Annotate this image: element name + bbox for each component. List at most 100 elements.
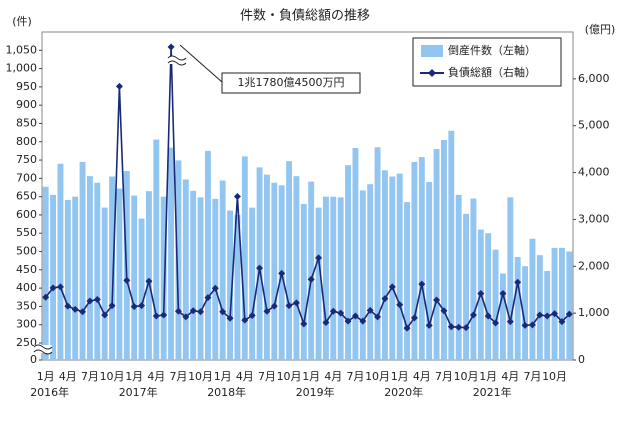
point [492, 319, 500, 327]
y-tick-label: 950 [16, 80, 37, 93]
x-tick-label: 1月 [302, 370, 320, 383]
point [219, 308, 227, 316]
line [45, 46, 570, 330]
point [49, 284, 57, 292]
bar [212, 198, 219, 360]
bar [440, 139, 447, 360]
point [551, 310, 559, 318]
marks: 0 250 300 350 400 450 500 550 600 650 700 750 800 850… [6, 43, 610, 399]
point [79, 308, 87, 316]
y-tick-label: 250 [16, 336, 37, 349]
year-label: 2020年 [384, 385, 423, 399]
point [86, 297, 94, 305]
x-tick-label: 7月 [258, 370, 276, 383]
x-tick-label: 7月 [523, 370, 541, 383]
x-tick-label: 10月 [365, 370, 390, 383]
x-tick-label: 7月 [435, 370, 453, 383]
y-tick-label: 900 [16, 98, 37, 111]
point [233, 192, 241, 200]
bar [529, 238, 536, 360]
bar [271, 182, 278, 360]
point [433, 296, 441, 304]
bar [308, 181, 315, 360]
point [285, 302, 293, 310]
x-tick-label: 10月 [277, 370, 302, 383]
point [455, 323, 463, 331]
point [211, 284, 219, 292]
point [204, 294, 212, 302]
point [344, 317, 352, 325]
y2-tick-label: 4,000 [578, 166, 610, 179]
point [300, 320, 308, 328]
spike-break [167, 55, 187, 66]
point [160, 311, 168, 319]
bar [160, 196, 167, 360]
bar [470, 198, 477, 360]
point [514, 278, 522, 286]
y-tick-label: 350 [16, 299, 37, 312]
point [270, 302, 278, 310]
legend-label: 負債総額（右軸） [448, 65, 536, 79]
bar [374, 147, 381, 360]
point [145, 277, 153, 285]
y-tick-label: 300 [16, 318, 37, 331]
point [396, 301, 404, 309]
bar [72, 196, 79, 360]
y-tick-label: 600 [16, 208, 37, 221]
y2-tick-label: 0 [578, 353, 585, 366]
bar [455, 194, 462, 360]
point [71, 305, 79, 313]
x-tick-label: 10月 [100, 370, 125, 383]
y-tick-label: 500 [16, 245, 37, 258]
bar [485, 233, 492, 360]
bar [234, 214, 241, 360]
annotation-leader [179, 44, 223, 83]
point [337, 309, 345, 317]
bar [94, 182, 101, 360]
point [152, 312, 160, 320]
point [322, 319, 330, 327]
y2-tick-label: 1,000 [578, 306, 610, 319]
bar [219, 180, 226, 360]
point [315, 254, 323, 262]
y-tick-label: 400 [16, 281, 37, 294]
y-tick-label: 0 [30, 353, 37, 366]
point [115, 82, 123, 90]
point [565, 310, 573, 318]
x-tick-label: 7月 [169, 370, 187, 383]
point [536, 311, 544, 319]
bar [367, 184, 374, 360]
bar [499, 273, 506, 360]
point [278, 269, 286, 277]
bar [138, 218, 145, 360]
bar [190, 190, 197, 360]
bar [131, 195, 138, 360]
bar [50, 194, 57, 360]
bar [404, 202, 411, 360]
bar [227, 210, 234, 360]
bar [463, 213, 470, 360]
bar [64, 199, 71, 360]
year-label: 2018年 [207, 385, 246, 399]
legend-label: 倒産件数（左軸） [448, 43, 536, 57]
plot-frame [41, 31, 574, 361]
point [366, 306, 374, 314]
point [256, 264, 264, 272]
y-tick-label: 1,050 [6, 43, 38, 56]
bar [411, 161, 418, 360]
point [123, 276, 131, 284]
x-tick-label: 4月 [501, 370, 519, 383]
point [182, 313, 190, 321]
x-tick-label: 10月 [188, 370, 213, 383]
bar [86, 176, 93, 360]
bar [345, 165, 352, 360]
point [189, 307, 197, 315]
y-tick-label: 850 [16, 116, 37, 129]
x-tick-label: 4月 [236, 370, 254, 383]
year-label: 2021年 [473, 385, 512, 399]
point [469, 311, 477, 319]
point [558, 318, 566, 326]
bar [426, 182, 433, 360]
bar [315, 207, 322, 360]
